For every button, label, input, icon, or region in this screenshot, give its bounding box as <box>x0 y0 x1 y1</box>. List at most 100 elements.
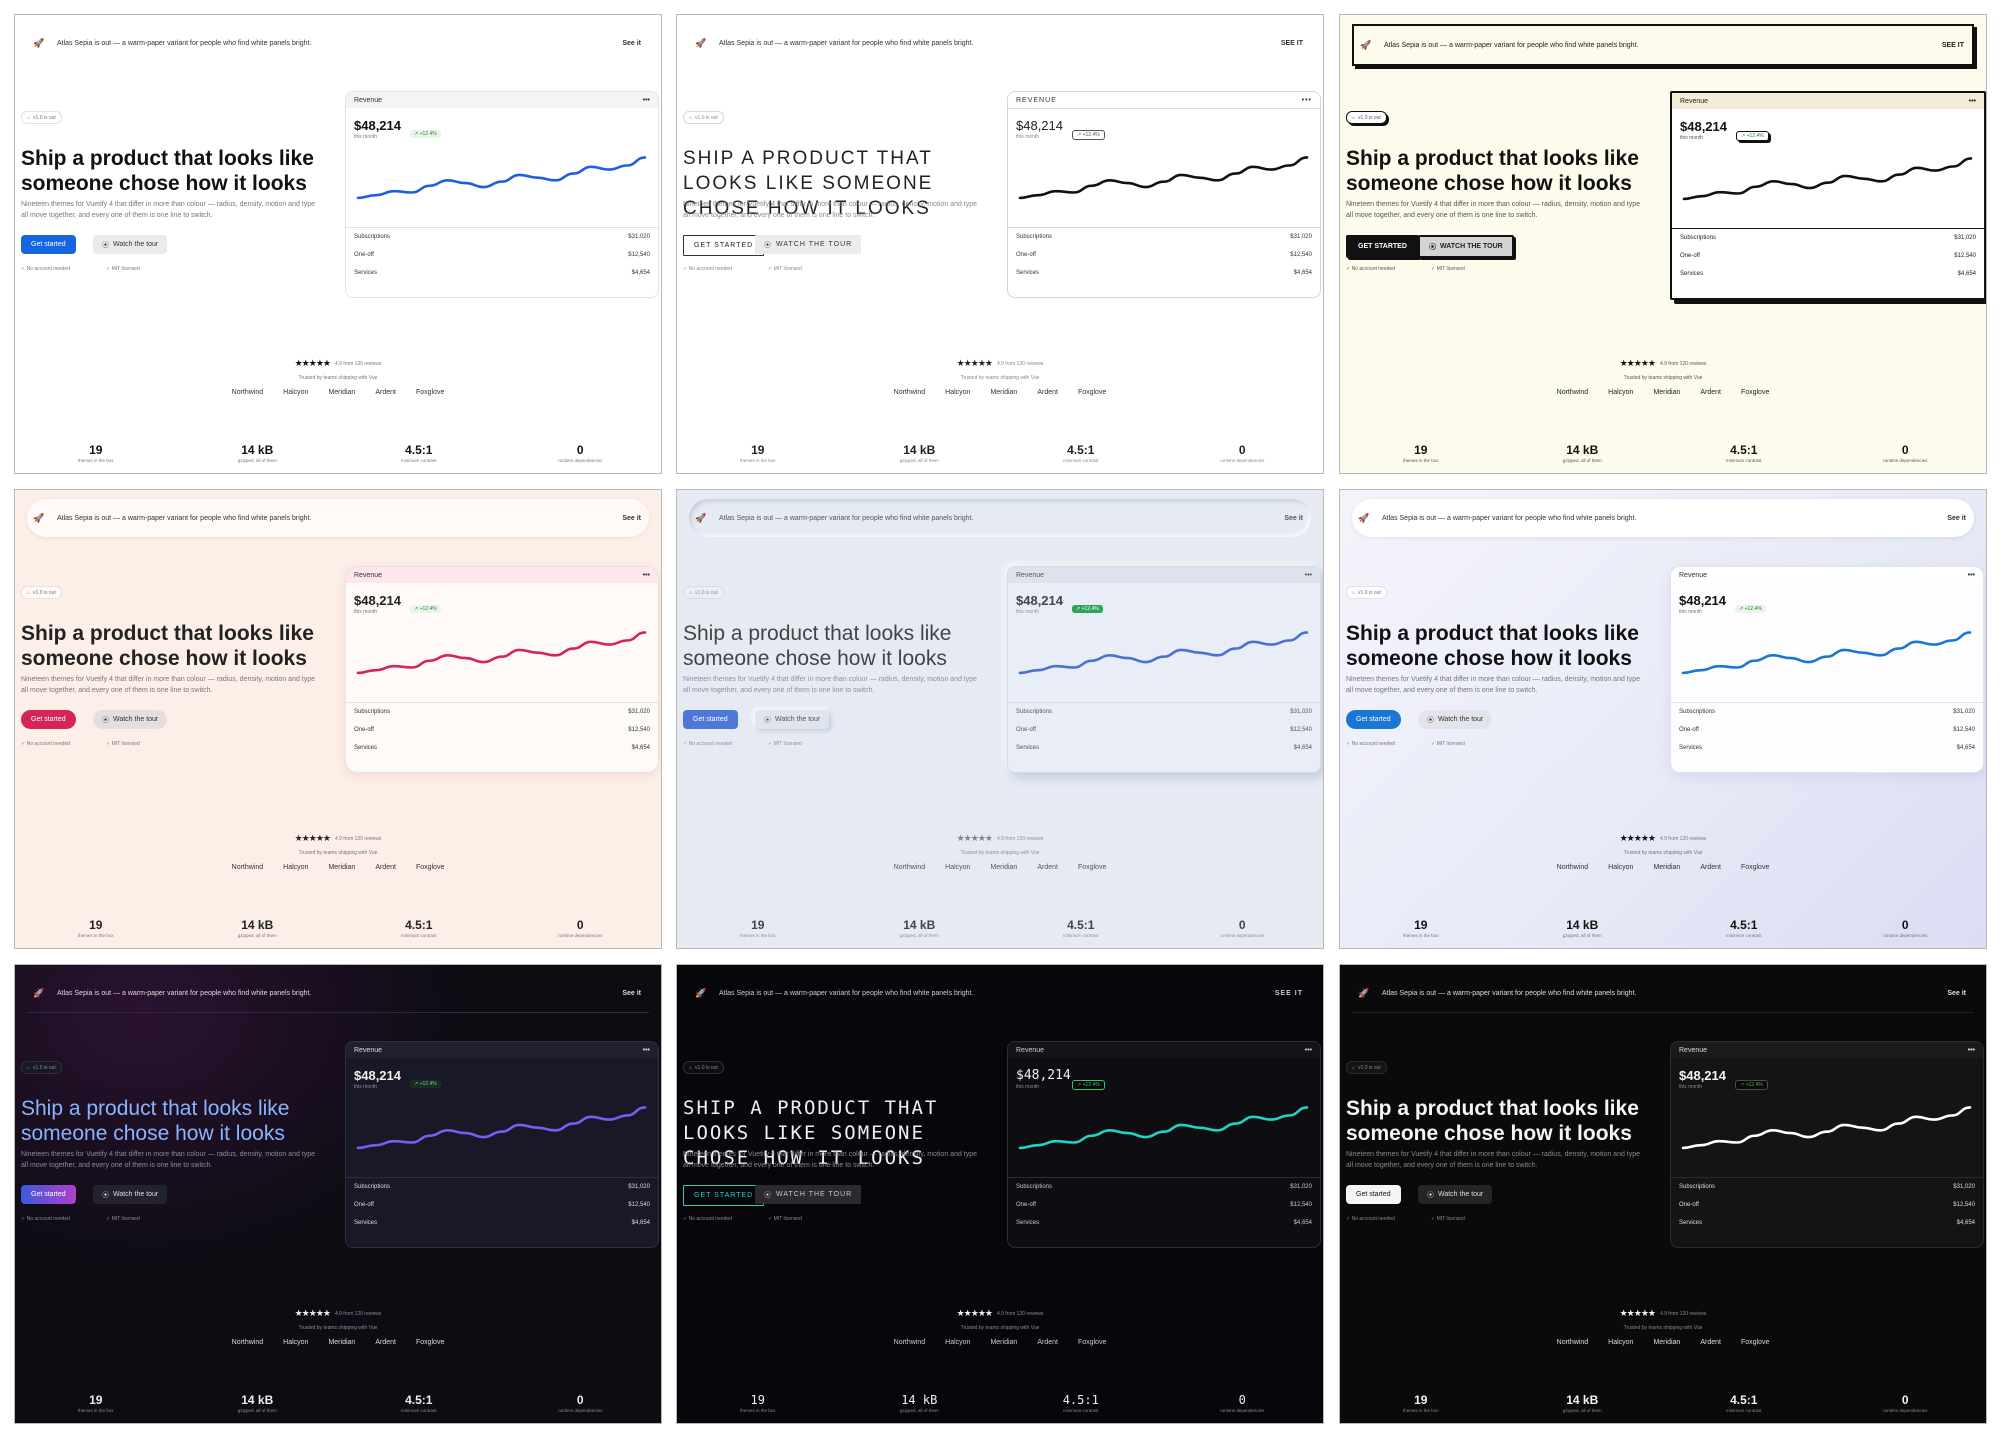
rocket-icon: 🚀 <box>1358 987 1370 998</box>
theme-preview-glass: 🚀 Atlas Sepia is out — a warm-paper vari… <box>1339 489 1987 949</box>
announcement-text: Atlas Sepia is out — a warm-paper varian… <box>57 39 312 47</box>
get-started-button[interactable]: Get started <box>683 710 738 729</box>
play-circle-icon: ⦿ <box>764 716 771 724</box>
revenue-amount: $48,214 <box>1016 1068 1071 1083</box>
breakdown-row: One-off $12,540 <box>354 252 650 258</box>
see-it-link[interactable]: See it <box>622 514 641 522</box>
announcement-bar[interactable]: 🚀 Atlas Sepia is out — a warm-paper vari… <box>1352 499 1974 537</box>
theme-preview-mono-light: 🚀 Atlas Sepia is out — a warm-paper vari… <box>676 14 1324 474</box>
tag-icon: ⌂ <box>1352 114 1356 121</box>
page-subtitle: Nineteen themes for Vuetify 4 that diffe… <box>21 676 316 694</box>
star-icons: ★★★★★ <box>1619 1308 1656 1318</box>
tag-icon: ⌂ <box>689 1064 693 1071</box>
announcement-text: Atlas Sepia is out — a warm-paper varian… <box>57 514 312 522</box>
get-started-button[interactable]: Get started <box>683 235 765 256</box>
theme-preview-soft: 🚀 Atlas Sepia is out — a warm-paper vari… <box>676 489 1324 949</box>
announcement-bar[interactable]: 🚀 Atlas Sepia is out — a warm-paper vari… <box>27 24 649 62</box>
trusted-by-text: Trusted by teams shipping with Vue <box>960 375 1040 381</box>
breakdown-row: One-off $12,540 <box>354 727 650 733</box>
star-icons: ★★★★★ <box>294 1308 331 1318</box>
announcement-bar[interactable]: 🚀 Atlas Sepia is out — a warm-paper vari… <box>1352 974 1974 1013</box>
more-menu-icon[interactable]: ••• <box>1304 1046 1312 1054</box>
revenue-breakdown: Subscriptions $31,020 One-off $12,540 Serv… <box>346 1177 658 1232</box>
star-icons: ★★★★★ <box>294 833 331 843</box>
watch-tour-button[interactable]: ⦿ Watch the tour <box>93 235 168 254</box>
see-it-link[interactable]: SEE IT <box>1941 41 1964 49</box>
get-started-button[interactable]: Get started <box>1346 1185 1401 1204</box>
rating: ★★★★★ 4.9 from 120 reviews <box>1340 1308 1986 1319</box>
more-menu-icon[interactable]: ••• <box>1301 96 1312 104</box>
check-mit: ✓ MIT licensed <box>767 266 802 272</box>
social-proof: ★★★★★ 4.9 from 120 reviews Trusted by te… <box>1340 833 1986 871</box>
rating-text: 4.9 from 120 reviews <box>334 360 382 367</box>
stats-strip: 19 themes in the box 14 kB gzipped, all of… <box>1340 918 1986 938</box>
revenue-breakdown: Subscriptions $31,020 One-off $12,540 Serv… <box>1008 1177 1320 1232</box>
get-started-button[interactable]: Get started <box>21 235 76 254</box>
watch-tour-button[interactable]: ⦿ Watch the tour <box>755 235 862 254</box>
announcement-bar[interactable]: 🚀 Atlas Sepia is out — a warm-paper vari… <box>27 499 649 537</box>
theme-preview-light: 🚀 Atlas Sepia is out — a warm-paper vari… <box>14 14 662 474</box>
announcement-text: Atlas Sepia is out — a warm-paper varian… <box>1384 41 1639 49</box>
revenue-amount: $48,214 <box>1680 119 1727 134</box>
see-it-link[interactable]: SEE IT <box>1280 39 1303 47</box>
revenue-breakdown: Subscriptions $31,020 One-off $12,540 Serv… <box>346 702 658 757</box>
revenue-period: this month <box>1016 134 1040 140</box>
watch-tour-button[interactable]: ⦿ Watch the tour <box>93 1185 168 1204</box>
see-it-link[interactable]: SEE IT <box>1274 989 1303 997</box>
more-menu-icon[interactable]: ••• <box>1304 571 1312 579</box>
get-started-button[interactable]: Get started <box>1346 235 1419 258</box>
social-proof: ★★★★★ 4.9 from 120 reviews Trusted by te… <box>677 358 1323 396</box>
revenue-card: Revenue ••• $48,214 this month ↗ +12.4% … <box>1670 91 1986 300</box>
announcement-bar[interactable]: 🚀 Atlas Sepia is out — a warm-paper vari… <box>689 24 1311 62</box>
breakdown-row: Services $4,654 <box>1679 745 1975 751</box>
rocket-icon: 🚀 <box>33 987 45 998</box>
get-started-button[interactable]: Get started <box>683 1185 765 1206</box>
feature-checks: ✓ No account needed ✓ MIT licensed <box>683 1216 838 1222</box>
get-started-button[interactable]: Get started <box>21 1185 76 1204</box>
watch-tour-button[interactable]: ⦿ Watch the tour <box>755 710 830 729</box>
watch-tour-button[interactable]: ⦿ Watch the tour <box>755 1185 862 1204</box>
feature-checks: ✓ No account needed ✓ MIT licensed <box>21 1216 176 1222</box>
stats-strip: 19 themes in the box 14 kB gzipped, all of… <box>1340 1393 1986 1413</box>
announcement-bar[interactable]: 🚀 Atlas Sepia is out — a warm-paper vari… <box>1352 24 1974 66</box>
revenue-card-title: Revenue <box>1016 96 1057 104</box>
page-subtitle: Nineteen themes for Vuetify 4 that diffe… <box>683 201 978 219</box>
more-menu-icon[interactable]: ••• <box>642 96 650 104</box>
more-menu-icon[interactable]: ••• <box>642 1046 650 1054</box>
see-it-link[interactable]: See it <box>622 39 641 47</box>
announcement-bar[interactable]: 🚀 Atlas Sepia is out — a warm-paper vari… <box>27 974 649 1013</box>
watch-tour-button[interactable]: ⦿ Watch the tour <box>1418 710 1493 729</box>
brand-name: Ardent <box>375 389 396 396</box>
get-started-button[interactable]: Get started <box>1346 710 1401 729</box>
announcement-bar[interactable]: 🚀 Atlas Sepia is out — a warm-paper vari… <box>689 974 1311 1012</box>
rating-text: 4.9 from 120 reviews <box>334 835 382 842</box>
play-circle-icon: ⦿ <box>764 241 772 249</box>
brand-name: Meridian <box>990 389 1018 396</box>
rating: ★★★★★ 4.9 from 120 reviews <box>1340 358 1986 369</box>
brand-name: Foxglove <box>1077 389 1107 396</box>
more-menu-icon[interactable]: ••• <box>1967 1046 1975 1054</box>
see-it-link[interactable]: See it <box>622 989 641 997</box>
more-menu-icon[interactable]: ••• <box>1967 571 1975 579</box>
revenue-breakdown: Subscriptions $31,020 One-off $12,540 Serv… <box>1008 702 1320 757</box>
watch-tour-button[interactable]: ⦿ Watch the tour <box>1418 235 1514 258</box>
see-it-link[interactable]: See it <box>1284 514 1303 522</box>
announcement-bar[interactable]: 🚀 Atlas Sepia is out — a warm-paper vari… <box>689 499 1311 537</box>
watch-tour-button[interactable]: ⦿ Watch the tour <box>93 710 168 729</box>
get-started-button[interactable]: Get started <box>21 710 76 729</box>
revenue-card: Revenue ••• $48,214 this month ↗ +12.4% … <box>1670 1041 1984 1248</box>
see-it-link[interactable]: See it <box>1947 989 1966 997</box>
more-menu-icon[interactable]: ••• <box>642 571 650 579</box>
revenue-series-line <box>1681 1106 1972 1150</box>
revenue-line-chart <box>1681 1106 1972 1150</box>
social-proof: ★★★★★ 4.9 from 120 reviews Trusted by te… <box>15 1308 661 1346</box>
rating: ★★★★★ 4.9 from 120 reviews <box>677 1308 1323 1319</box>
stat-item: 19 themes in the box <box>77 1393 114 1413</box>
revenue-line-chart <box>1682 157 1973 201</box>
see-it-link[interactable]: See it <box>1947 514 1966 522</box>
more-menu-icon[interactable]: ••• <box>1968 97 1976 105</box>
stat-item: 14 kB gzipped, all of them <box>899 918 939 938</box>
trend-badge: ↗ +12.4% <box>1736 131 1769 141</box>
watch-tour-button[interactable]: ⦿ Watch the tour <box>1418 1185 1493 1204</box>
stat-item: 4.5:1 minimum contrast <box>1725 443 1762 463</box>
